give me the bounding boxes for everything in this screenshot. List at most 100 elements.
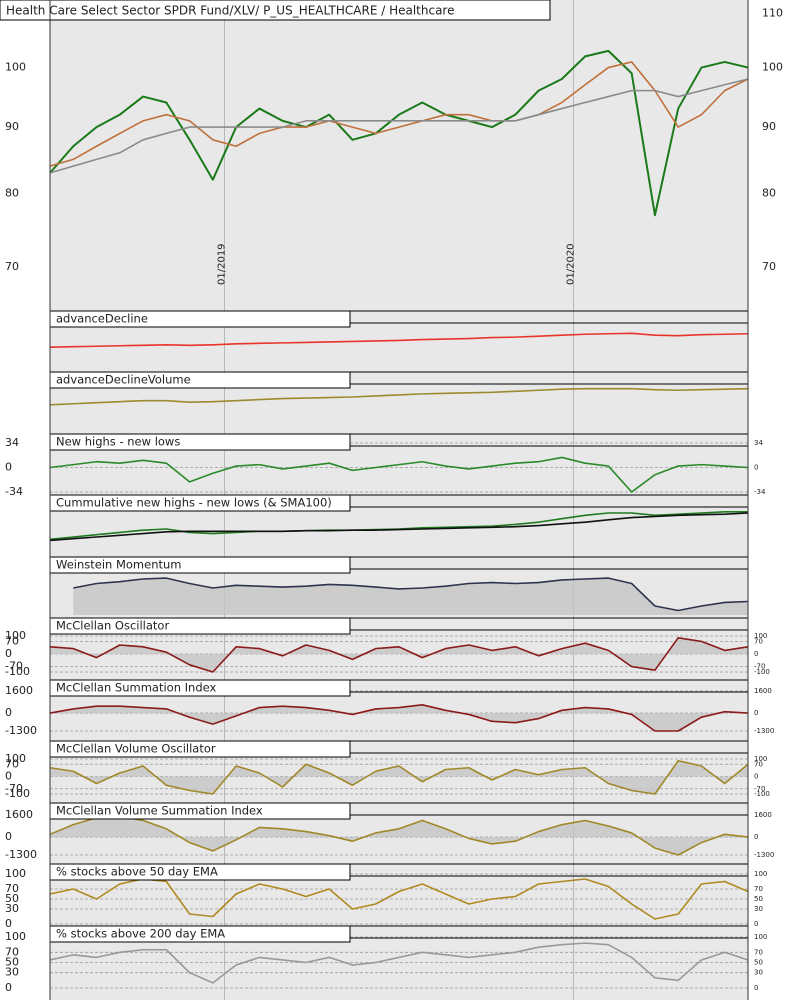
panel-title: % stocks above 200 day EMA bbox=[56, 927, 225, 941]
panel: 34 34 0 0 -34 -34 New highs - new lows bbox=[5, 433, 766, 498]
y-tick-label-left: 0 bbox=[5, 706, 12, 719]
y-tick-label-left: 34 bbox=[5, 436, 19, 449]
y-tick-label-left: 100 bbox=[5, 61, 26, 74]
y-tick-label-right: 110 bbox=[762, 7, 783, 20]
panel: 1600 1600 0 0 -1300 -1300 McClellan Summation … bbox=[5, 679, 774, 737]
area-fill bbox=[50, 704, 748, 731]
panel-title: McClellan Oscillator bbox=[56, 619, 169, 633]
y-tick-label-left: -34 bbox=[5, 485, 23, 498]
y-tick-label-right: 100 bbox=[762, 61, 783, 74]
panel: advanceDeclineVolume bbox=[49, 371, 749, 406]
y-tick-label-right: 0 bbox=[754, 920, 758, 928]
y-tick-label-left: 100 bbox=[5, 867, 26, 880]
series-line bbox=[49, 387, 749, 406]
series-line bbox=[49, 759, 749, 795]
y-tick-label-right: 30 bbox=[754, 969, 763, 977]
y-tick-label-left: -1300 bbox=[5, 848, 37, 861]
series-line bbox=[49, 942, 749, 984]
y-tick-label-right: 1600 bbox=[754, 811, 772, 819]
x-tick-label: 01/2020 bbox=[566, 243, 577, 285]
series-line bbox=[49, 456, 749, 493]
y-tick-label-left: 90 bbox=[5, 120, 19, 133]
y-tick-label-right: 50 bbox=[754, 959, 763, 967]
series-line bbox=[49, 636, 749, 673]
panel: advanceDecline bbox=[49, 310, 749, 348]
y-tick-label-left: -70 bbox=[5, 782, 23, 795]
panel: 70 70 bbox=[5, 260, 776, 273]
panel-title: McClellan Volume Summation Index bbox=[56, 804, 263, 818]
y-tick-label-left: -1300 bbox=[5, 724, 37, 737]
series-line bbox=[49, 332, 749, 348]
y-tick-label-right: 0 bbox=[754, 464, 758, 472]
panel-title: advanceDeclineVolume bbox=[56, 373, 191, 387]
y-tick-label-left: 100 bbox=[5, 930, 26, 943]
y-tick-label-right: 0 bbox=[754, 773, 758, 781]
y-tick-label-left: 1600 bbox=[5, 808, 33, 821]
y-tick-label-left: 0 bbox=[5, 461, 12, 474]
y-tick-label-right: 0 bbox=[754, 984, 758, 992]
panel-title: Health Care Select Sector SPDR Fund/XLV/… bbox=[6, 4, 455, 18]
y-tick-label-right: -34 bbox=[754, 488, 766, 496]
y-tick-label-left: 70 bbox=[5, 260, 19, 273]
y-tick-label-left: 50 bbox=[5, 892, 19, 905]
y-tick-label-left: 0 bbox=[5, 647, 12, 660]
y-tick-label-right: -1300 bbox=[754, 851, 774, 859]
y-tick-label-left: -100 bbox=[5, 665, 30, 678]
panel-title: % stocks above 50 day EMA bbox=[56, 865, 218, 879]
y-tick-label-left: 30 bbox=[5, 966, 19, 979]
y-tick-label-left: 1600 bbox=[5, 684, 33, 697]
y-tick-label-left: -100 bbox=[5, 787, 30, 800]
panel-title: McClellan Volume Oscillator bbox=[56, 742, 216, 756]
panel-title: McClellan Summation Index bbox=[56, 681, 217, 695]
y-tick-label-right: 70 bbox=[754, 760, 763, 768]
series-line bbox=[49, 512, 749, 542]
y-tick-label-right: 100 bbox=[754, 870, 767, 878]
y-tick-label-right: -1300 bbox=[754, 727, 774, 735]
y-tick-label-left: 0 bbox=[5, 917, 12, 930]
y-tick-label-right: 100 bbox=[754, 632, 767, 640]
series-line bbox=[49, 61, 749, 167]
y-tick-label-right: 100 bbox=[754, 933, 767, 941]
y-tick-label-left: 80 bbox=[5, 187, 19, 200]
panel-title: Cummulative new highs - new lows (& SMA1… bbox=[56, 496, 332, 510]
y-tick-label-left: 0 bbox=[5, 981, 12, 994]
y-tick-label-left: 100 bbox=[5, 629, 26, 642]
series-line bbox=[49, 703, 749, 732]
y-tick-label-right: 34 bbox=[754, 439, 763, 447]
panel: Weinstein Momentum bbox=[49, 556, 749, 615]
area-fill bbox=[50, 816, 748, 855]
y-tick-label-right: 80 bbox=[762, 187, 776, 200]
panel-title: advanceDecline bbox=[56, 312, 148, 326]
panel-title: Weinstein Momentum bbox=[56, 558, 182, 572]
panel: 80809090100100110110Health Care Select S… bbox=[0, 0, 783, 217]
area-fill bbox=[73, 578, 749, 615]
y-tick-label-right: -70 bbox=[754, 663, 765, 671]
y-tick-label-right: 100 bbox=[754, 755, 767, 763]
y-tick-label-right: 90 bbox=[762, 120, 776, 133]
y-tick-label-right: 70 bbox=[754, 948, 763, 956]
y-tick-label-right: 50 bbox=[754, 895, 763, 903]
y-tick-label-right: -100 bbox=[754, 668, 770, 676]
y-tick-label-right: 1600 bbox=[754, 687, 772, 695]
series-line bbox=[49, 815, 749, 856]
y-tick-label-right: 0 bbox=[754, 833, 758, 841]
panel-title: New highs - new lows bbox=[56, 435, 180, 449]
y-tick-label-right: 70 bbox=[754, 885, 763, 893]
y-tick-label-left: 0 bbox=[5, 770, 12, 783]
y-tick-label-right: -70 bbox=[754, 785, 765, 793]
series-line bbox=[49, 49, 749, 217]
x-tick-label: 01/2019 bbox=[217, 243, 228, 285]
y-tick-label-left: 70 bbox=[5, 757, 19, 770]
y-tick-label-left: 100 bbox=[5, 752, 26, 765]
y-tick-label-left: 30 bbox=[5, 902, 19, 915]
series-line bbox=[49, 878, 749, 920]
y-tick-label-left: -70 bbox=[5, 660, 23, 673]
y-tick-label-left: 70 bbox=[5, 945, 19, 958]
y-tick-label-right: 0 bbox=[754, 650, 758, 658]
y-tick-label-right: 0 bbox=[754, 709, 758, 717]
